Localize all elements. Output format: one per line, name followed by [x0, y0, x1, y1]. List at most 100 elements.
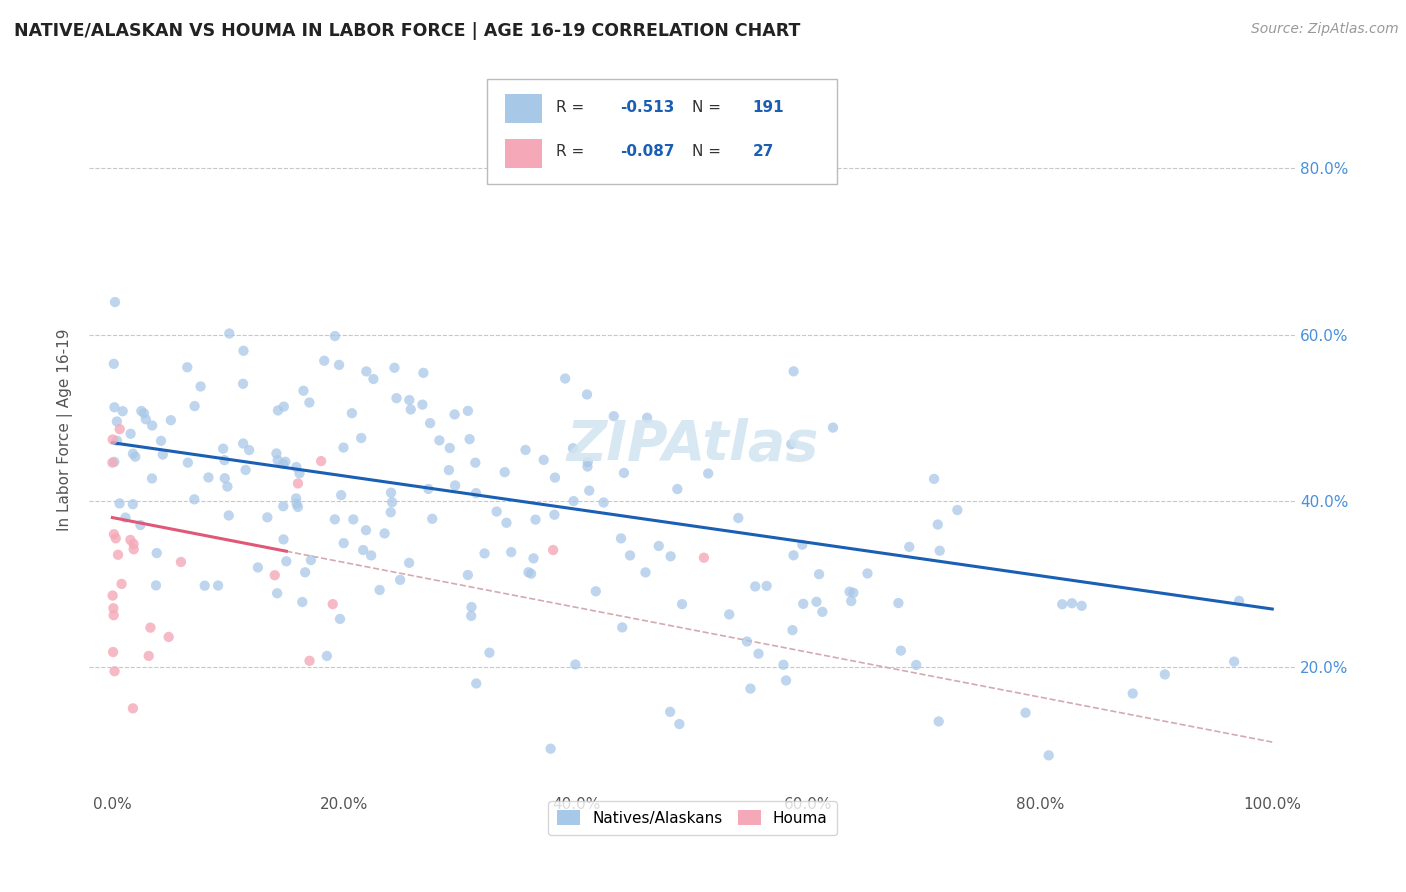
- Point: [928, 543, 950, 558]
- Point: [460, 608, 482, 623]
- Point: [309, 454, 332, 468]
- Point: [285, 497, 308, 511]
- Point: [524, 513, 547, 527]
- Point: [887, 596, 910, 610]
- Point: [1060, 596, 1083, 610]
- Point: [384, 360, 406, 375]
- Legend: Natives/Alaskans, Houma: Natives/Alaskans, Houma: [548, 801, 837, 835]
- Point: [1070, 599, 1092, 613]
- Point: [374, 526, 396, 541]
- Point: [693, 550, 716, 565]
- Point: [727, 511, 749, 525]
- Point: [356, 364, 378, 378]
- Point: [541, 543, 564, 558]
- Point: [443, 408, 465, 422]
- Point: [332, 536, 354, 550]
- Point: [585, 584, 607, 599]
- Point: [194, 579, 217, 593]
- Point: [150, 434, 173, 448]
- Point: [735, 634, 758, 648]
- Point: [437, 463, 460, 477]
- Point: [495, 516, 517, 530]
- Point: [266, 586, 288, 600]
- Point: [380, 505, 402, 519]
- Point: [465, 676, 488, 690]
- Point: [905, 657, 928, 672]
- Point: [103, 401, 125, 415]
- Point: [666, 482, 689, 496]
- Point: [232, 343, 254, 358]
- Point: [1223, 655, 1246, 669]
- Point: [170, 555, 193, 569]
- Point: [520, 566, 543, 581]
- Point: [104, 295, 127, 310]
- Point: [294, 566, 316, 580]
- Point: [389, 573, 412, 587]
- Point: [1014, 706, 1036, 720]
- Point: [564, 657, 586, 672]
- Point: [668, 717, 690, 731]
- Point: [578, 483, 600, 498]
- Point: [419, 416, 441, 430]
- Point: [291, 595, 314, 609]
- Point: [105, 415, 128, 429]
- Point: [354, 523, 377, 537]
- Point: [103, 357, 125, 371]
- Point: [235, 463, 257, 477]
- Point: [418, 482, 440, 496]
- FancyBboxPatch shape: [488, 79, 837, 185]
- Point: [114, 510, 136, 524]
- Point: [385, 391, 408, 405]
- Point: [1050, 597, 1073, 611]
- Point: [314, 353, 336, 368]
- Point: [214, 453, 236, 467]
- Point: [207, 578, 229, 592]
- Point: [120, 533, 142, 547]
- Point: [122, 447, 145, 461]
- Point: [464, 456, 486, 470]
- Point: [138, 648, 160, 663]
- Point: [157, 630, 180, 644]
- Point: [474, 546, 496, 560]
- Point: [398, 556, 420, 570]
- Point: [648, 539, 671, 553]
- Point: [103, 527, 125, 541]
- Point: [129, 518, 152, 533]
- Point: [266, 453, 288, 467]
- Text: R =: R =: [555, 145, 589, 160]
- Point: [176, 360, 198, 375]
- Point: [515, 442, 537, 457]
- Point: [922, 472, 945, 486]
- Point: [340, 406, 363, 420]
- Point: [659, 549, 682, 564]
- Point: [105, 434, 128, 448]
- Point: [152, 448, 174, 462]
- Point: [380, 485, 402, 500]
- Text: Source: ZipAtlas.com: Source: ZipAtlas.com: [1251, 22, 1399, 37]
- Point: [780, 437, 803, 451]
- Point: [429, 434, 451, 448]
- Point: [439, 441, 461, 455]
- Point: [928, 714, 950, 729]
- Point: [533, 453, 555, 467]
- Point: [747, 647, 769, 661]
- Text: 191: 191: [752, 100, 785, 114]
- Point: [352, 543, 374, 558]
- Point: [316, 648, 339, 663]
- Point: [576, 387, 599, 401]
- Point: [619, 549, 641, 563]
- Point: [107, 548, 129, 562]
- Point: [298, 654, 321, 668]
- Point: [183, 399, 205, 413]
- Point: [122, 701, 145, 715]
- Point: [755, 579, 778, 593]
- Point: [111, 404, 134, 418]
- Point: [214, 471, 236, 485]
- Point: [139, 621, 162, 635]
- Point: [103, 455, 125, 469]
- Point: [218, 326, 240, 341]
- Point: [135, 412, 157, 426]
- Point: [108, 496, 131, 510]
- Point: [350, 431, 373, 445]
- Point: [612, 620, 634, 634]
